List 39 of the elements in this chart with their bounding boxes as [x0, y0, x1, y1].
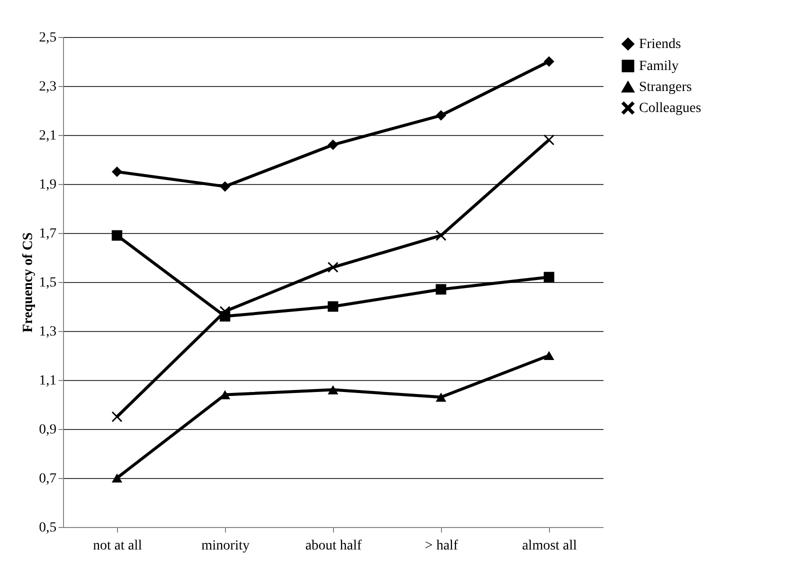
x-tick-label: not at all	[93, 538, 142, 554]
point	[220, 181, 230, 192]
y-tick-label: 0,7	[39, 472, 56, 486]
legend-label: Colleagues	[639, 101, 702, 116]
y-tick-label: 2,5	[39, 30, 56, 46]
y-tick-label: 2,3	[39, 80, 56, 94]
point	[328, 301, 338, 312]
legend-label: Strangers	[639, 80, 692, 95]
point	[112, 230, 122, 241]
legend-label: Family	[639, 59, 679, 74]
point	[436, 392, 446, 402]
point	[544, 134, 554, 146]
y-tick-label: 1,3	[39, 324, 56, 340]
point	[436, 284, 446, 295]
point	[220, 390, 230, 400]
point	[112, 473, 122, 483]
y-tick-label: 0,9	[39, 422, 56, 438]
point	[544, 272, 554, 282]
y-axis-title: Frequency of CS	[21, 232, 36, 333]
y-tick-label: 1,1	[39, 374, 56, 388]
legend-label: Friends	[639, 37, 681, 52]
point	[544, 350, 554, 360]
point	[328, 262, 338, 273]
y-tick-label: 1,5	[39, 276, 56, 290]
x-tick-label: minority	[201, 538, 250, 554]
point	[436, 110, 446, 121]
x-tick-label: about half	[305, 538, 362, 554]
y-tick-label: 1,7	[39, 226, 56, 242]
point	[436, 230, 446, 241]
x-tick-label: almost all	[522, 538, 578, 554]
point	[112, 412, 122, 422]
point	[544, 56, 554, 67]
point	[328, 140, 338, 150]
y-tick-label: 0,5	[39, 520, 56, 536]
x-tick-label: > half	[424, 538, 458, 554]
y-tick-label: 2,1	[39, 128, 56, 144]
point	[328, 385, 338, 394]
point	[112, 166, 122, 177]
y-tick-label: 1,9	[39, 178, 56, 192]
